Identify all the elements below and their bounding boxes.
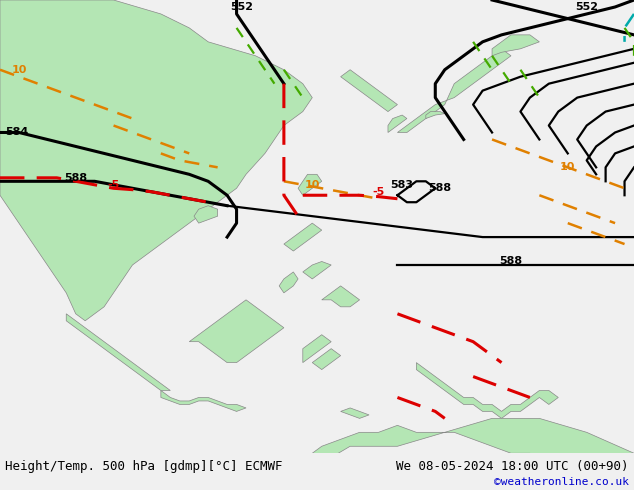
Polygon shape (340, 408, 369, 418)
Polygon shape (227, 418, 634, 490)
Polygon shape (426, 112, 444, 119)
Text: 10: 10 (560, 162, 576, 172)
Text: 10: 10 (11, 65, 27, 75)
Polygon shape (340, 70, 398, 112)
Text: 552: 552 (230, 2, 253, 12)
Text: 588: 588 (500, 256, 522, 267)
Text: 10: 10 (304, 180, 320, 190)
Text: 588: 588 (64, 173, 87, 183)
Polygon shape (303, 262, 331, 279)
Polygon shape (398, 49, 511, 132)
Polygon shape (492, 35, 540, 56)
Polygon shape (194, 206, 217, 223)
Polygon shape (298, 174, 321, 195)
Polygon shape (279, 272, 298, 293)
Polygon shape (161, 391, 246, 412)
Text: Height/Temp. 500 hPa [gdmp][°C] ECMWF: Height/Temp. 500 hPa [gdmp][°C] ECMWF (5, 460, 283, 473)
Text: -5: -5 (372, 187, 385, 197)
Polygon shape (284, 223, 321, 251)
Polygon shape (190, 300, 284, 363)
Text: We 08-05-2024 18:00 UTC (00+90): We 08-05-2024 18:00 UTC (00+90) (396, 460, 629, 473)
Polygon shape (321, 286, 359, 307)
Text: ©weatheronline.co.uk: ©weatheronline.co.uk (494, 477, 629, 487)
Text: 588: 588 (429, 183, 451, 193)
Polygon shape (303, 335, 331, 363)
Text: 584: 584 (4, 127, 28, 138)
Text: 583: 583 (391, 180, 413, 190)
Polygon shape (417, 363, 559, 418)
Text: 552: 552 (575, 2, 598, 12)
Polygon shape (0, 0, 313, 321)
Text: -5: -5 (107, 180, 120, 190)
Polygon shape (66, 314, 171, 391)
Polygon shape (388, 115, 407, 132)
Polygon shape (313, 349, 340, 369)
